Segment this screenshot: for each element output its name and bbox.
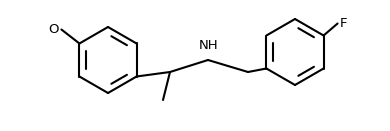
- Text: F: F: [340, 17, 347, 30]
- Text: NH: NH: [199, 39, 219, 52]
- Text: O: O: [48, 23, 58, 36]
